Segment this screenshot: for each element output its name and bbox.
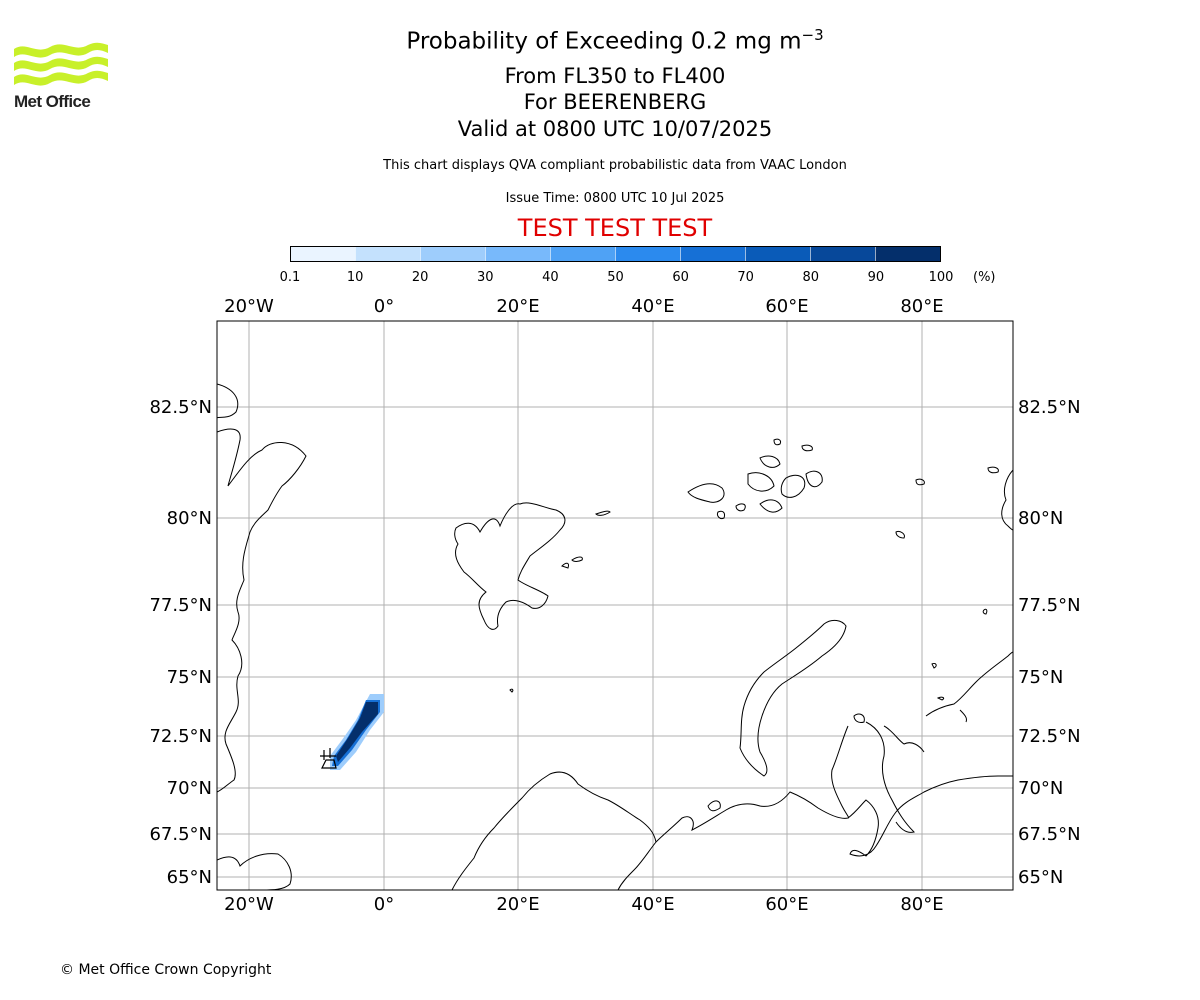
- colorbar-tick-label: 30: [477, 270, 494, 285]
- lat-label-left: 65°N: [167, 867, 212, 888]
- colorbar-tick-label: 10: [346, 270, 364, 285]
- coast-islands-arctic: [509, 663, 945, 812]
- colorbar-tick-label: 80: [802, 270, 820, 285]
- colorbar-tick-label: 100: [928, 270, 954, 285]
- colorbar-tick-label: 40: [542, 270, 559, 285]
- coast-scandinavia: [451, 771, 657, 890]
- lat-label-left: 72.5°N: [149, 726, 212, 747]
- colorbar-tick-label: 70: [737, 270, 754, 285]
- colorbar-tick-label: 60: [672, 270, 689, 285]
- volcano-marker-icon: [320, 748, 337, 769]
- chart-title-main: Probability of Exceeding 0.2 mg m: [406, 28, 802, 55]
- lat-label-right: 70°N: [1018, 778, 1063, 799]
- colorbar-tick-label: 0.1: [279, 270, 301, 285]
- lat-label-left: 77.5°N: [149, 595, 212, 616]
- probability-colorbar: [290, 246, 941, 262]
- lon-label-top: 80°E: [900, 296, 943, 317]
- lat-label-right: 77.5°N: [1018, 595, 1081, 616]
- colorbar-segment: [810, 247, 875, 261]
- ash-plume: [320, 694, 384, 770]
- colorbar-unit: (%): [973, 270, 996, 285]
- lon-label-bottom: 60°E: [765, 894, 808, 915]
- colorbar-segment: [615, 247, 680, 261]
- colorbar-segment: [485, 247, 550, 261]
- coast-franz-josef-land: [687, 438, 999, 615]
- coast-kola: [655, 775, 1013, 857]
- coast-taymyr: [925, 651, 1013, 723]
- lon-label-top: 60°E: [765, 296, 808, 317]
- graticule: [217, 321, 1013, 890]
- colorbar-tick-label: 20: [411, 270, 429, 285]
- lat-label-right: 65°N: [1018, 867, 1063, 888]
- lon-label-top: 0°: [374, 296, 394, 317]
- coast-kong-karls-land: [561, 510, 611, 569]
- colorbar-segment: [420, 247, 485, 261]
- coast-greenland: [217, 383, 307, 890]
- copyright: © Met Office Crown Copyright: [60, 962, 272, 978]
- lat-label-left: 82.5°N: [149, 397, 212, 418]
- coastlines: [217, 383, 1013, 890]
- lat-label-left: 70°N: [167, 778, 212, 799]
- colorbar-segment: [680, 247, 745, 261]
- plume-core: [336, 702, 378, 762]
- chart-title-exponent: −3: [801, 26, 824, 44]
- data-note: This chart displays QVA compliant probab…: [383, 158, 847, 173]
- test-banner: TEST TEST TEST: [517, 214, 713, 242]
- coast-yamal: [831, 721, 925, 833]
- logo-text: Met Office: [14, 92, 91, 111]
- colorbar-tick-label: 50: [607, 270, 624, 285]
- lat-label-left: 80°N: [167, 508, 212, 529]
- lat-label-right: 80°N: [1018, 508, 1063, 529]
- met-office-logo: [14, 42, 108, 86]
- lon-label-top: 20°E: [496, 296, 539, 317]
- lon-label-bottom: 40°E: [631, 894, 674, 915]
- colorbar-segment: [291, 247, 355, 261]
- lat-label-left: 75°N: [167, 667, 212, 688]
- lat-label-right: 72.5°N: [1018, 726, 1081, 747]
- colorbar-segment: [550, 247, 615, 261]
- map-frame: [216, 320, 1014, 891]
- lat-label-right: 75°N: [1018, 667, 1063, 688]
- lon-label-bottom: 20°E: [496, 894, 539, 915]
- volcano-name: For BEERENBERG: [523, 90, 707, 114]
- flight-level-range: From FL350 to FL400: [504, 64, 726, 88]
- issue-time: Issue Time: 0800 UTC 10 Jul 2025: [505, 191, 725, 206]
- lat-label-left: 67.5°N: [149, 824, 212, 845]
- axis-labels: 20°W 20°W 0° 0° 20°E 20°E 40°E 40°E 60°E 60°E 80°E…: [149, 296, 1080, 915]
- lon-label-bottom: 20°W: [224, 894, 274, 915]
- chart-title: Probability of Exceeding 0.2 mg m−3: [0, 26, 1200, 55]
- colorbar-segment: [875, 247, 940, 261]
- coast-novaya-zemlya: [739, 619, 847, 777]
- lon-label-top: 20°W: [224, 296, 274, 317]
- colorbar-tick-label: 90: [867, 270, 885, 285]
- coast-severnaya-zemlya: [1001, 469, 1013, 531]
- lat-label-right: 67.5°N: [1018, 824, 1081, 845]
- lon-label-bottom: 0°: [374, 894, 394, 915]
- lon-label-top: 40°E: [631, 296, 674, 317]
- valid-time: Valid at 0800 UTC 10/07/2025: [457, 117, 773, 141]
- colorbar-segment: [745, 247, 810, 261]
- lon-label-bottom: 80°E: [900, 894, 943, 915]
- coast-svalbard: [454, 502, 566, 630]
- colorbar-segment: [355, 247, 420, 261]
- lat-label-right: 82.5°N: [1018, 397, 1081, 418]
